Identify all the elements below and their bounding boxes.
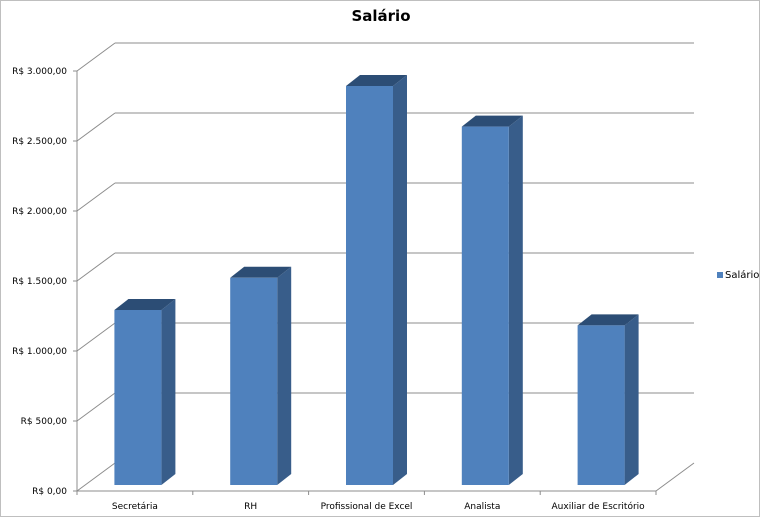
legend: Salário bbox=[717, 270, 759, 281]
gridline-depth bbox=[76, 182, 116, 212]
legend-label: Salário bbox=[725, 270, 760, 281]
x-tick-label: Auxiliar de Escritório bbox=[552, 501, 646, 512]
gridline-depth bbox=[76, 112, 116, 142]
gridline-depth bbox=[76, 392, 116, 422]
y-tick-label: R$ 2.000,00 bbox=[12, 207, 67, 217]
x-tick-label: Secretária bbox=[112, 502, 158, 512]
bar-side bbox=[277, 266, 292, 485]
bar-top bbox=[577, 314, 639, 326]
bar-top bbox=[114, 299, 176, 310]
bar bbox=[230, 277, 278, 485]
bar-top bbox=[346, 75, 407, 86]
floor-edge-line bbox=[655, 462, 695, 492]
bar-top bbox=[461, 115, 523, 127]
legend-swatch bbox=[717, 272, 723, 278]
bar-side bbox=[161, 299, 176, 485]
bar bbox=[461, 126, 509, 485]
y-tick-label: R$ 500,00 bbox=[21, 417, 68, 427]
x-tick-label: Analista bbox=[464, 502, 500, 512]
bar-top bbox=[230, 266, 292, 278]
y-tick-label: R$ 1.500,00 bbox=[12, 277, 67, 287]
y-tick-label: R$ 2.500,00 bbox=[12, 137, 67, 147]
gridline-depth bbox=[76, 252, 116, 282]
bar bbox=[346, 86, 393, 485]
bar bbox=[114, 310, 162, 485]
y-tick-label: R$ 1.000,00 bbox=[12, 347, 67, 357]
gridline-depth bbox=[76, 462, 116, 492]
bar-side bbox=[393, 75, 407, 485]
chart-title: Salário bbox=[351, 7, 411, 25]
bar-side bbox=[624, 314, 639, 485]
gridline-depth bbox=[76, 322, 116, 352]
y-tick-label: R$ 0,00 bbox=[32, 487, 67, 497]
gridline-depth bbox=[76, 42, 116, 72]
x-tick-label: Profissional de Excel bbox=[321, 502, 413, 512]
bar-side bbox=[508, 115, 523, 485]
y-tick-label: R$ 3.000,00 bbox=[12, 67, 67, 77]
bar bbox=[577, 325, 625, 485]
x-tick-label: RH bbox=[244, 502, 257, 512]
